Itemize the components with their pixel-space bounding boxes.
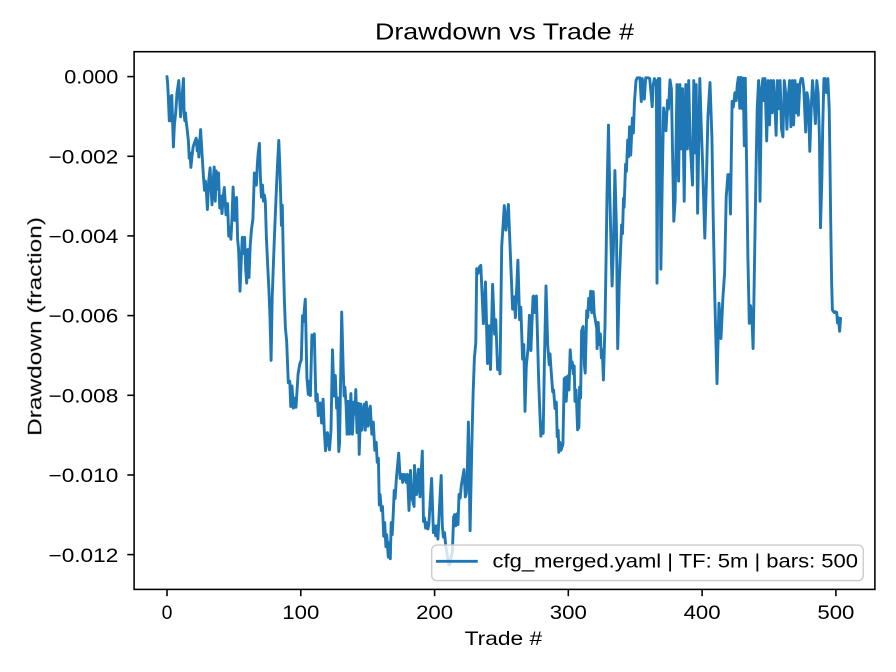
svg-text:−0.008: −0.008: [49, 385, 119, 407]
svg-text:−0.010: −0.010: [49, 465, 119, 487]
svg-text:Drawdown (fraction): Drawdown (fraction): [24, 217, 46, 436]
svg-text:Trade #: Trade #: [465, 628, 543, 650]
svg-text:Drawdown vs Trade #: Drawdown vs Trade #: [375, 18, 634, 44]
svg-text:100: 100: [282, 602, 319, 624]
svg-text:400: 400: [684, 602, 721, 624]
svg-text:cfg_merged.yaml | TF: 5m | bar: cfg_merged.yaml | TF: 5m | bars: 500: [493, 550, 859, 572]
svg-text:−0.006: −0.006: [49, 306, 119, 328]
svg-text:200: 200: [416, 602, 453, 624]
svg-text:500: 500: [817, 602, 854, 624]
svg-text:300: 300: [550, 602, 587, 624]
svg-text:−0.004: −0.004: [49, 226, 119, 248]
svg-text:−0.012: −0.012: [49, 545, 119, 567]
svg-text:0.000: 0.000: [64, 67, 118, 89]
svg-text:0: 0: [162, 602, 173, 624]
svg-text:−0.002: −0.002: [49, 146, 119, 168]
